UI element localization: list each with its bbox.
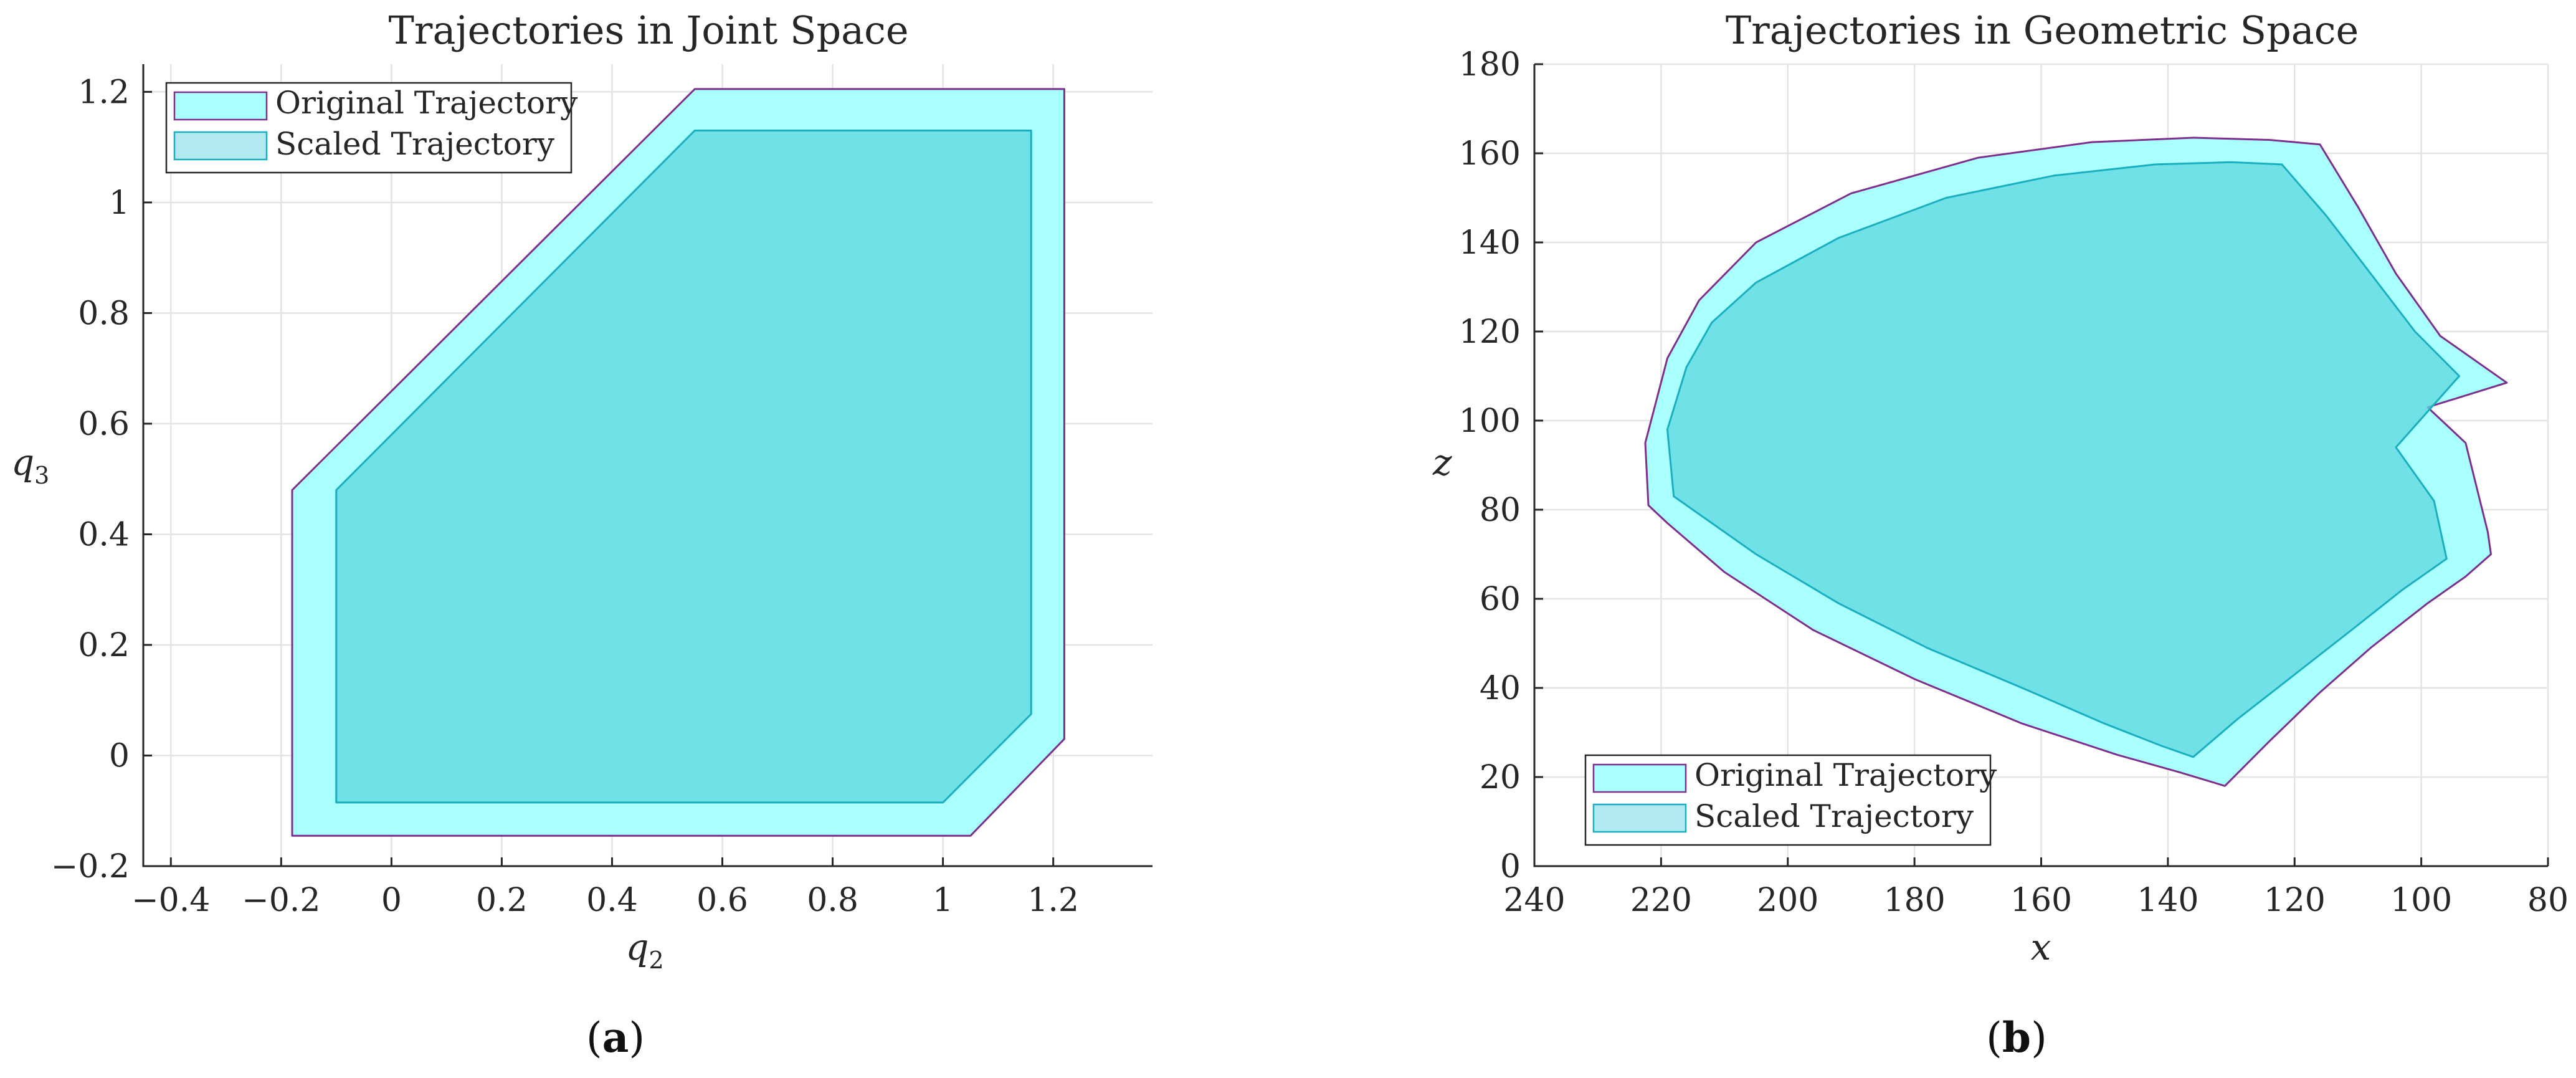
- y-tick-label: 100: [1459, 403, 1521, 440]
- y-tick-label: −0.2: [51, 848, 130, 885]
- y-tick-label: 1.2: [78, 74, 130, 111]
- legend-swatch-original: [1592, 763, 1687, 793]
- y-tick-label: 120: [1459, 313, 1521, 351]
- legend-label-original: Original Trajectory: [1694, 757, 1997, 793]
- panel-b-ticks: 240 220 200 180 160 140 120 100 80 0 20 40 60 80 100 12…: [1459, 46, 2569, 919]
- x-tick-label: 140: [2137, 882, 2198, 919]
- panel-a-legend: Original Trajectory Scaled Trajectory: [165, 82, 578, 174]
- y-tick-label: 160: [1459, 135, 1521, 173]
- x-tick-label: 0.4: [586, 882, 638, 919]
- x-tick-label: 0.6: [696, 882, 748, 919]
- legend-swatch-original: [173, 91, 268, 121]
- x-tick-label: 220: [1630, 882, 1692, 919]
- panel-b-caption: (b): [1986, 1013, 2047, 1062]
- panel-a-xlabel: q2: [625, 926, 663, 974]
- y-tick-label: 80: [1480, 492, 1521, 529]
- y-tick-label: 0.4: [78, 516, 130, 553]
- panel-b-ylabel: z: [1432, 441, 1452, 484]
- x-tick-label: −0.4: [131, 882, 210, 919]
- y-tick-label: 0.8: [78, 295, 130, 332]
- y-tick-label: 180: [1459, 46, 1521, 83]
- x-tick-label: 200: [1757, 882, 1818, 919]
- x-tick-label: 160: [2010, 882, 2072, 919]
- x-tick-label: 0: [381, 882, 402, 919]
- legend-swatch-scaled: [173, 131, 268, 161]
- panel-a-ticks: −0.4 −0.2 0 0.2 0.4 0.6 0.8 1 1.2−0.200.20.40.60…: [51, 74, 1079, 919]
- x-tick-label: 240: [1503, 882, 1565, 919]
- x-tick-label: 0.8: [807, 882, 858, 919]
- panel-a-ylabel: q3: [11, 441, 49, 489]
- y-tick-label: 60: [1480, 581, 1521, 618]
- x-tick-label: 80: [2527, 882, 2569, 919]
- legend-label-scaled: Scaled Trajectory: [1694, 798, 1974, 834]
- panel-a-areas: [291, 88, 1065, 837]
- y-tick-label: 20: [1480, 759, 1521, 796]
- y-tick-label: 0.6: [78, 406, 130, 443]
- legend-swatch-scaled: [1592, 803, 1687, 833]
- x-tick-label: 0.2: [476, 882, 528, 919]
- y-tick-label: 0: [1500, 848, 1521, 885]
- panel-b-title: Trajectories in Geometric Space: [1726, 7, 2359, 53]
- x-tick-label: −0.2: [242, 882, 320, 919]
- x-tick-label: 1.2: [1027, 882, 1079, 919]
- scaled-trajectory-area: [335, 130, 1032, 804]
- scaled-trajectory-area: [1666, 161, 2461, 758]
- panel-a: Trajectories in Joint Space −0.4 −0.2 0 0.2…: [11, 7, 1153, 1062]
- panel-b-areas: [1644, 136, 2508, 787]
- panel-b: Trajectories in Geometric Space 240 220 20…: [1432, 7, 2569, 1062]
- panel-b-legend: Original Trajectory Scaled Trajectory: [1584, 754, 1997, 846]
- legend-label-original: Original Trajectory: [275, 85, 578, 121]
- panel-a-title: Trajectories in Joint Space: [388, 7, 908, 53]
- x-tick-label: 120: [2264, 882, 2326, 919]
- y-tick-label: 140: [1459, 224, 1521, 262]
- panel-a-caption: (a): [586, 1013, 645, 1062]
- legend-label-scaled: Scaled Trajectory: [275, 126, 555, 162]
- y-tick-label: 0: [109, 737, 130, 775]
- y-tick-label: 0.2: [78, 627, 130, 664]
- y-tick-label: 40: [1480, 670, 1521, 707]
- x-tick-label: 180: [1883, 882, 1945, 919]
- x-tick-label: 100: [2390, 882, 2452, 919]
- y-tick-label: 1: [109, 184, 130, 222]
- panel-b-xlabel: x: [2031, 926, 2051, 968]
- x-tick-label: 1: [933, 882, 953, 919]
